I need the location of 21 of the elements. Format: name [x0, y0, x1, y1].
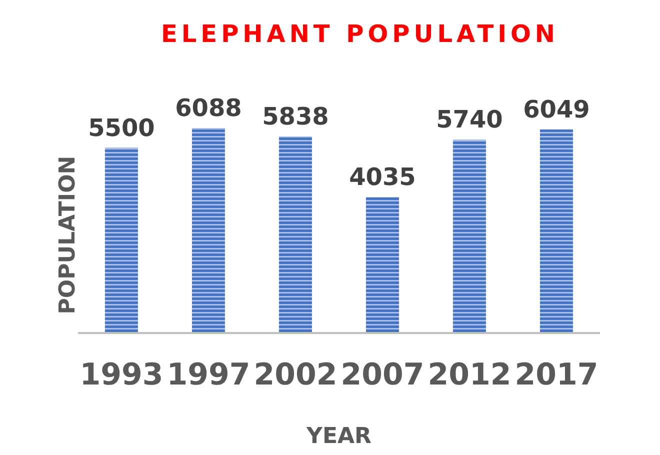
x-tick-label: 1997	[166, 357, 250, 392]
data-label: 5500	[88, 114, 155, 142]
x-axis-title: YEAR	[306, 424, 372, 449]
chart-title: ELEPHANT POPULATION	[160, 20, 560, 48]
bar	[278, 136, 312, 333]
data-label: 4035	[349, 163, 416, 192]
x-tick-label: 1993	[80, 357, 164, 392]
data-label: 5740	[436, 106, 503, 134]
y-axis-title: POPULATION	[56, 156, 80, 314]
data-label: 6088	[175, 94, 242, 122]
bar	[540, 129, 573, 333]
bar	[104, 148, 138, 333]
data-label: 5838	[262, 102, 329, 130]
bar	[366, 197, 399, 333]
data-label: 6049	[523, 95, 590, 124]
x-tick-label: 2002	[254, 357, 338, 392]
x-tick-label: 2017	[514, 357, 598, 392]
x-tick-label: 2007	[340, 357, 424, 392]
bar	[192, 128, 225, 333]
x-tick-label: 2012	[428, 357, 512, 392]
bar	[452, 140, 486, 333]
